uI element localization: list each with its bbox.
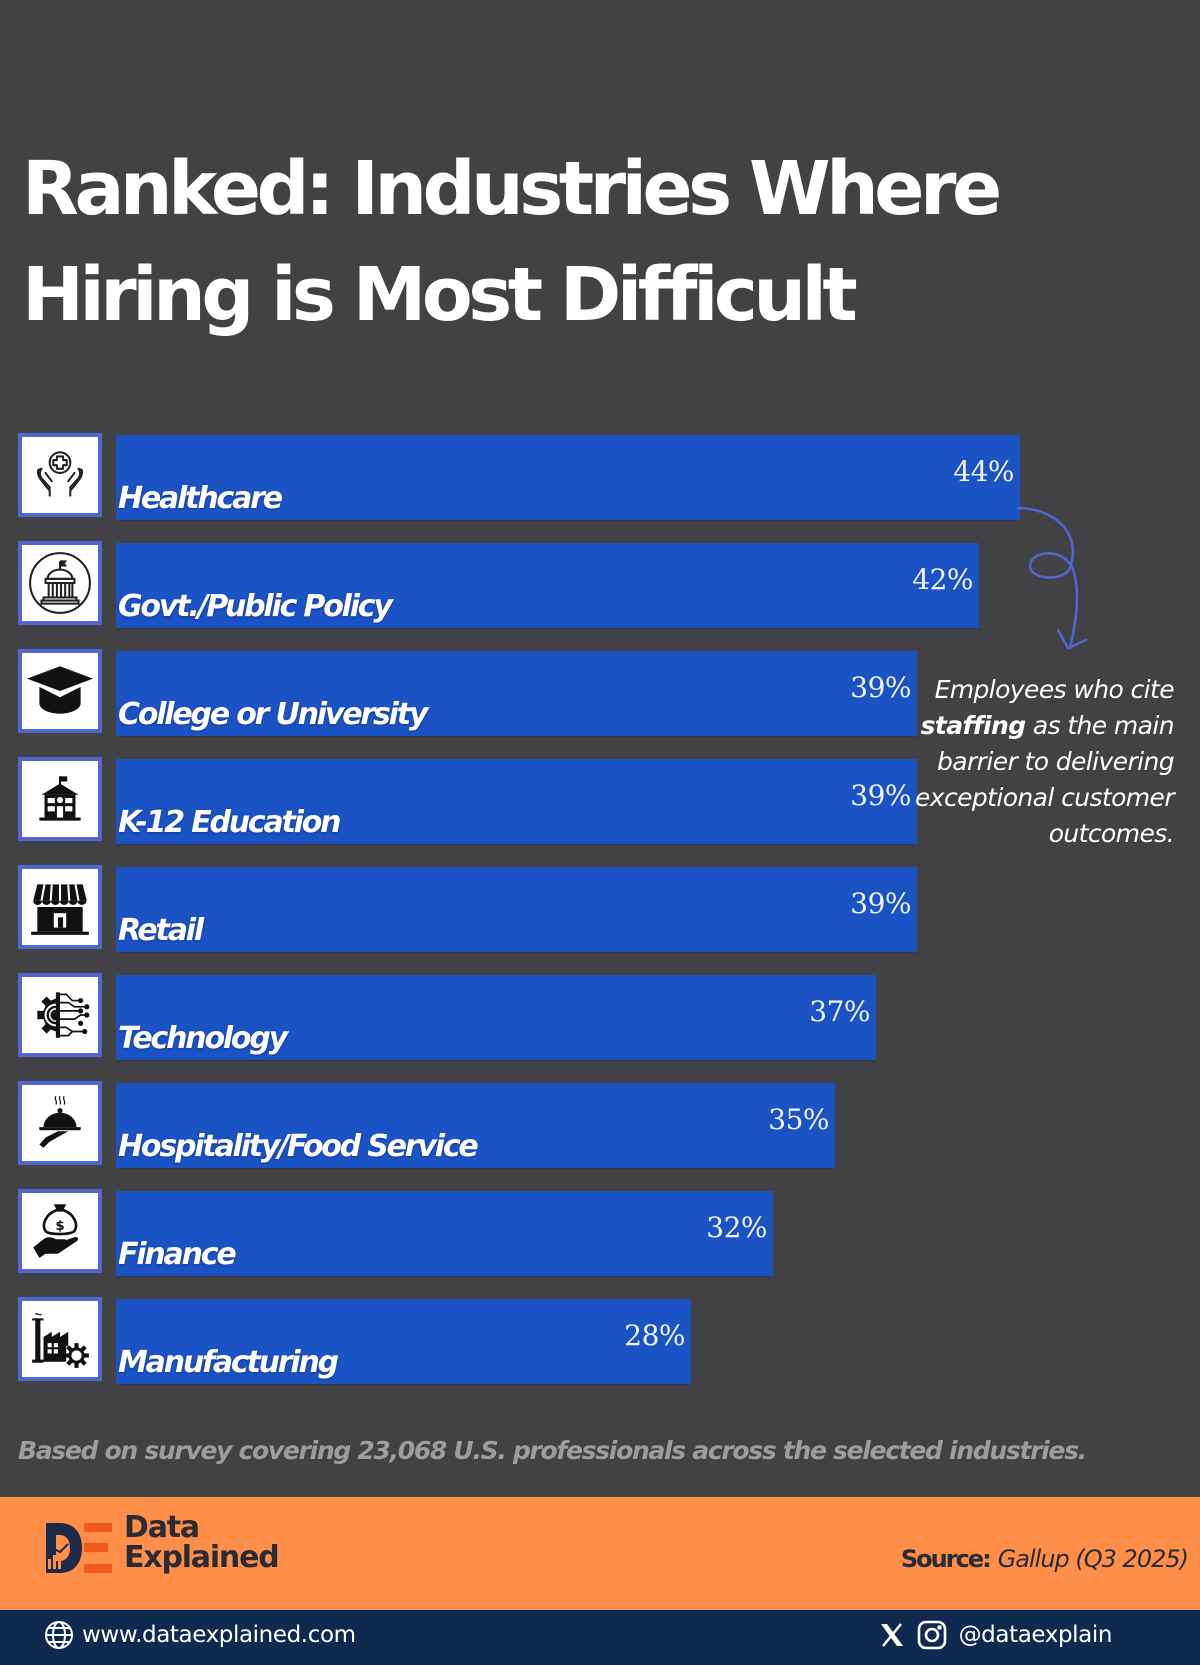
icon-box <box>18 973 102 1057</box>
bar-hospitality-food-service: Hospitality/Food Service 35% <box>116 1083 835 1168</box>
icon-box <box>18 1297 102 1381</box>
curly-arrow-icon <box>1016 506 1088 650</box>
chart-row: Retail 39% <box>0 865 1200 952</box>
bar-label: Govt./Public Policy <box>118 589 393 624</box>
chart-row: Manufacturing 28% <box>0 1297 1200 1384</box>
bar-healthcare: Healthcare 44% <box>116 435 1020 520</box>
bar-value: 42% <box>912 563 973 596</box>
brand-band: Data Explained Source: Gallup (Q3 2025) <box>0 1497 1200 1610</box>
icon-box <box>18 1081 102 1165</box>
social-handle[interactable]: @dataexplain <box>958 1622 1113 1648</box>
bar-value: 39% <box>850 887 911 920</box>
chart-row: College or University 39% <box>0 649 1200 736</box>
chart-row: Healthcare 44% <box>0 433 1200 520</box>
source-label: Source: <box>900 1545 992 1573</box>
brand-name: Data Explained <box>124 1510 280 1575</box>
icon-box <box>18 541 102 625</box>
government-building-icon <box>29 552 91 614</box>
website-link[interactable]: www.dataexplained.com <box>44 1620 356 1650</box>
serving-cloche-icon <box>39 1095 81 1148</box>
bar-value: 44% <box>953 455 1014 488</box>
website-url: www.dataexplained.com <box>82 1622 356 1648</box>
bar-value: 35% <box>768 1103 829 1136</box>
source-value: Gallup (Q3 2025) <box>997 1545 1189 1573</box>
footnote: Based on survey covering 23,068 U.S. pro… <box>18 1436 1087 1465</box>
icon-box <box>18 649 102 733</box>
globe-icon <box>45 1621 73 1649</box>
bar-technology: Technology 37% <box>116 975 876 1060</box>
annotation-text: as the main barrier to delivering except… <box>915 711 1175 848</box>
storefront-icon <box>31 884 89 935</box>
bar-govt-public-policy: Govt./Public Policy 42% <box>116 543 979 628</box>
chart-row: Technology 37% <box>0 973 1200 1060</box>
annotation-emphasis: staffing <box>920 711 1027 740</box>
bar-value: 28% <box>624 1319 685 1352</box>
title-line-1: Ranked: Industries Where <box>22 146 1002 232</box>
bar-label: K-12 Education <box>118 805 342 840</box>
chart-row: Govt./Public Policy 42% <box>0 541 1200 628</box>
data-explained-logo-icon <box>45 1523 112 1573</box>
brand-name-line-2: Explained <box>124 1540 280 1575</box>
bar-k12-education: K-12 Education 39% <box>116 759 917 844</box>
bar-label: Finance <box>118 1237 237 1272</box>
bar-label: College or University <box>118 697 428 732</box>
bar-retail: Retail 39% <box>116 867 917 952</box>
bar-value: 39% <box>850 671 911 704</box>
title-line-2: Hiring is Most Difficult <box>22 252 858 338</box>
schoolhouse-icon <box>39 776 81 821</box>
chart-row: $ Finance 32% <box>0 1189 1200 1276</box>
page-title: Ranked: Industries Where Hiring is Most … <box>22 136 1122 348</box>
icon-box <box>18 433 102 517</box>
chart-annotation: Employees who cite staffing as the main … <box>914 672 1175 852</box>
bar-value: 37% <box>809 995 870 1028</box>
footer-bar: www.dataexplained.com @dataexplain <box>0 1610 1200 1665</box>
chart-row: Hospitality/Food Service 35% <box>0 1081 1200 1168</box>
chart-row: K-12 Education 39% <box>0 757 1200 844</box>
bar-label: Technology <box>118 1021 288 1056</box>
brand-name-line-1: Data <box>124 1510 200 1545</box>
factory-gear-icon <box>32 1313 89 1368</box>
bar-label: Manufacturing <box>118 1345 339 1380</box>
annotation-text: Employees who cite <box>934 675 1175 704</box>
svg-text:$: $ <box>55 1219 64 1234</box>
bar-label: Retail <box>118 913 204 948</box>
icon-box <box>18 865 102 949</box>
bar-value: 39% <box>850 779 911 812</box>
icon-box <box>18 757 102 841</box>
source-credit: Source: Gallup (Q3 2025) <box>900 1545 1189 1573</box>
bar-college-or-university: College or University 39% <box>116 651 917 736</box>
money-bag-hand-icon: $ <box>33 1204 79 1258</box>
bar-finance: Finance 32% <box>116 1191 773 1276</box>
gear-circuit-icon <box>37 992 90 1038</box>
bar-label: Healthcare <box>118 481 283 516</box>
x-logo-icon[interactable] <box>879 1622 905 1648</box>
bar-manufacturing: Manufacturing 28% <box>116 1299 691 1384</box>
bar-value: 32% <box>706 1211 767 1244</box>
healthcare-hands-cross-icon <box>36 451 84 497</box>
icon-box: $ <box>18 1189 102 1273</box>
bar-label: Hospitality/Food Service <box>118 1129 479 1164</box>
social-links: @dataexplain <box>879 1620 1112 1650</box>
instagram-icon[interactable] <box>917 1620 947 1650</box>
graduation-cap-icon <box>27 666 93 714</box>
